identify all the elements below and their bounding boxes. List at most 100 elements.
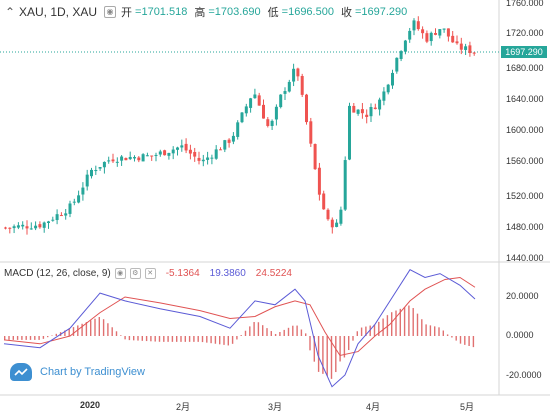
macd-tick: 20.0000 [506,291,539,301]
candle-body [214,149,218,159]
candle-body [395,57,399,72]
candle-body [274,106,278,120]
macd-histogram-bar [257,322,260,336]
price-axis[interactable]: 1760.000 1720.000 1680.000 1640.000 1600… [500,0,550,263]
macd-histogram-bar [81,323,83,336]
macd-axis[interactable]: 20.0000 0.0000 -20.0000 [500,263,550,395]
candle-body [231,135,235,142]
macd-settings-icon[interactable]: ⚙ [129,267,141,279]
macd-histogram-bar [459,336,462,344]
macd-histogram-bar [176,336,178,342]
macd-histogram-bar [163,336,165,342]
macd-histogram-bar [365,326,367,336]
current-price-badge: 1697.290 [501,46,547,58]
macd-histogram-bar [219,336,221,345]
macd-histogram-bar [188,336,191,342]
macd-histogram-bar [167,336,169,342]
time-axis[interactable]: 2020 2月 3月 4月 5月 [0,396,499,415]
macd-histogram-bar [373,324,376,336]
candle-body [236,122,240,137]
macd-histogram-bar [305,333,307,336]
candle-body [201,159,205,162]
time-tick: 5月 [460,402,475,412]
macd-histogram-bar [42,336,45,339]
macd-histogram-bar [249,326,251,336]
candle-body [38,224,42,228]
macd-histogram-bar [102,319,105,336]
candles-group [4,16,476,235]
macd-histogram-bar [4,336,6,340]
candle-body [408,30,412,40]
macd-histogram-bar [206,336,208,343]
collapse-legend-icon[interactable]: ⌃ [4,5,16,19]
candle-body [330,219,334,228]
macd-histogram-bar [339,336,341,362]
macd-histogram-bar [300,329,303,336]
candle-body [68,203,72,214]
candle-body [266,119,270,126]
macd-eye-icon[interactable]: ◉ [114,267,126,279]
macd-histogram-bar [145,336,148,342]
macd-histogram-bar [343,336,346,358]
macd-histogram-bar [262,325,264,336]
candle-body [223,140,227,150]
candle-body [107,160,111,162]
macd-histogram-bar [29,336,32,340]
candle-body [206,157,210,160]
candle-body [348,105,351,160]
time-tick: 2月 [176,402,191,412]
candle-body [111,159,115,162]
macd-histogram-bar [416,313,419,336]
candle-body [438,29,442,36]
macd-histogram-bar [21,336,23,340]
candle-body [25,226,29,229]
macd-histogram-bar [434,326,436,336]
candle-body [472,52,476,54]
macd-histogram-bar [352,336,354,341]
macd-histogram-bar [382,318,384,336]
price-tick: 1640.000 [506,94,544,104]
candle-body [219,149,222,151]
candle-body [313,144,317,170]
candle-body [141,154,145,162]
macd-histogram-bar [266,328,268,336]
macd-histogram-bar [313,336,315,362]
close-value: =1697.290 [354,6,408,18]
macd-histogram-bar [348,336,350,351]
macd-close-icon[interactable]: ✕ [144,267,156,279]
macd-histogram-bar [296,325,298,336]
branding-text: Chart by TradingView [40,366,145,378]
macd-histogram-value: -5.1364 [165,267,200,279]
macd-histogram-bar [244,330,247,336]
candle-body [429,32,433,42]
candle-body [29,228,33,230]
macd-histogram-bar [197,336,199,342]
price-tick: 1760.000 [506,0,544,8]
candle-body [158,151,162,155]
candle-body [98,167,102,169]
macd-histogram-bar [201,336,204,343]
price-tick: 1720.000 [506,28,544,38]
eye-icon[interactable]: ◉ [104,6,117,18]
low-label: 低 [267,7,279,19]
macd-histogram-bar [391,312,393,336]
high-value: =1703.690 [208,6,261,18]
macd-histogram-bar [111,327,113,336]
macd-histogram-bar [124,336,126,340]
macd-histogram-bar [395,310,397,336]
macd-group [3,269,476,388]
time-tick: 2020 [80,400,101,410]
candle-body [464,46,468,50]
price-tick: 1480.000 [506,222,544,232]
candle-body [240,112,244,123]
candle-body [287,81,291,92]
candle-body [335,222,339,227]
macd-histogram-bar [330,336,333,379]
candle-body [403,40,407,52]
macd-histogram-bar [283,329,285,336]
tradingview-branding[interactable]: Chart by TradingView [10,362,145,382]
macd-histogram-bar [279,332,281,336]
macd-histogram-bar [38,336,40,340]
macd-histogram-bar [442,330,444,336]
